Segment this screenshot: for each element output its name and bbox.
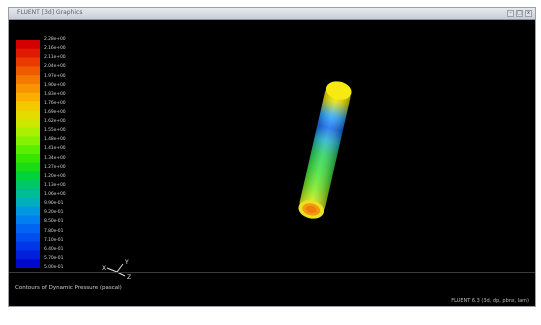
colorbar-swatch bbox=[16, 180, 40, 190]
status-bar: Contours of Dynamic Pressure (pascal) FL… bbox=[9, 272, 535, 306]
colorbar-swatch bbox=[16, 110, 40, 120]
graphics-viewport[interactable]: 2.28e+00 2.16e+00 2.11e+00 2.04e+00 1.97e+00… bbox=[9, 20, 535, 281]
contour-colorbar bbox=[16, 40, 40, 268]
colorbar-swatch bbox=[16, 241, 40, 251]
colorbar-label: 1.55e+00 bbox=[44, 128, 66, 134]
colorbar-label: 2.16e+00 bbox=[44, 46, 66, 52]
graphics-window: FLUENT [3d] Graphics – □ x 2.28e+00 2.16e… bbox=[8, 7, 536, 307]
colorbar-swatch bbox=[16, 154, 40, 164]
colorbar-label: 1.76e+00 bbox=[44, 100, 66, 106]
colorbar-swatch bbox=[16, 127, 40, 137]
colorbar-label: 7.80e-01 bbox=[44, 228, 64, 234]
colorbar-label: 1.41e+00 bbox=[44, 146, 66, 152]
colorbar-swatch bbox=[16, 224, 40, 234]
colorbar-swatch bbox=[16, 40, 40, 50]
colorbar-label: 2.28e+00 bbox=[44, 37, 66, 42]
colorbar-swatch bbox=[16, 232, 40, 242]
colorbar-label: 1.69e+00 bbox=[44, 110, 66, 115]
colorbar-label: 1.97e+00 bbox=[44, 73, 66, 79]
colorbar-swatch bbox=[16, 189, 40, 199]
colorbar-swatch bbox=[16, 197, 40, 207]
axis-y-label: Y bbox=[124, 259, 129, 266]
colorbar-swatch bbox=[16, 48, 40, 58]
colorbar-label: 1.20e+00 bbox=[44, 173, 66, 179]
window-title: FLUENT [3d] Graphics bbox=[17, 9, 83, 16]
colorbar-swatch bbox=[16, 215, 40, 225]
colorbar-swatch bbox=[16, 83, 40, 93]
colorbar-label: 2.04e+00 bbox=[44, 64, 66, 70]
colorbar-labels: 2.28e+00 2.16e+00 2.11e+00 2.04e+00 1.97e+00… bbox=[44, 37, 104, 270]
colorbar-label: 1.34e+00 bbox=[44, 155, 66, 161]
colorbar-label: 9.90e-01 bbox=[44, 201, 64, 207]
pipe-contour-model bbox=[298, 81, 352, 219]
colorbar-swatch bbox=[16, 145, 40, 155]
window-controls: – □ x bbox=[507, 10, 532, 18]
colorbar-label: 1.13e+00 bbox=[44, 182, 66, 188]
colorbar-swatch bbox=[16, 101, 40, 111]
colorbar-swatch bbox=[16, 136, 40, 146]
colorbar-swatch bbox=[16, 162, 40, 172]
colorbar-swatch bbox=[16, 250, 40, 260]
colorbar-swatch bbox=[16, 57, 40, 67]
contour-caption: Contours of Dynamic Pressure (pascal) bbox=[15, 285, 122, 291]
colorbar-label: 9.20e-01 bbox=[44, 210, 64, 216]
colorbar-label: 1.27e+00 bbox=[44, 164, 66, 170]
colorbar-swatch bbox=[16, 171, 40, 181]
colorbar-swatch bbox=[16, 259, 40, 268]
colorbar-label: 5.00e-01 bbox=[44, 265, 64, 270]
axis-z-label: Z bbox=[127, 274, 131, 281]
colorbar-label: 5.70e-01 bbox=[44, 255, 64, 261]
colorbar-swatch bbox=[16, 66, 40, 76]
colorbar-label: 8.50e-01 bbox=[44, 219, 64, 225]
minimize-button[interactable]: – bbox=[507, 10, 514, 17]
title-bar[interactable]: FLUENT [3d] Graphics – □ x bbox=[9, 8, 535, 20]
close-button[interactable]: x bbox=[525, 10, 532, 17]
colorbar-swatch bbox=[16, 206, 40, 216]
colorbar-label: 1.83e+00 bbox=[44, 91, 66, 97]
maximize-button[interactable]: □ bbox=[516, 10, 523, 17]
colorbar-label: 2.11e+00 bbox=[44, 55, 66, 61]
colorbar-label: 7.10e-01 bbox=[44, 237, 64, 243]
colorbar-swatch bbox=[16, 118, 40, 128]
colorbar-label: 1.90e+00 bbox=[44, 82, 66, 88]
colorbar-swatch bbox=[16, 75, 40, 85]
colorbar-label: 1.06e+00 bbox=[44, 192, 66, 197]
colorbar-label: 6.40e-01 bbox=[44, 246, 64, 252]
solver-version: FLUENT 6.3 (3d, dp, pbns, lam) bbox=[451, 298, 529, 304]
axis-x-label: X bbox=[102, 265, 106, 272]
colorbar-swatch bbox=[16, 92, 40, 102]
colorbar-label: 1.48e+00 bbox=[44, 137, 66, 143]
colorbar-label: 1.62e+00 bbox=[44, 119, 66, 125]
